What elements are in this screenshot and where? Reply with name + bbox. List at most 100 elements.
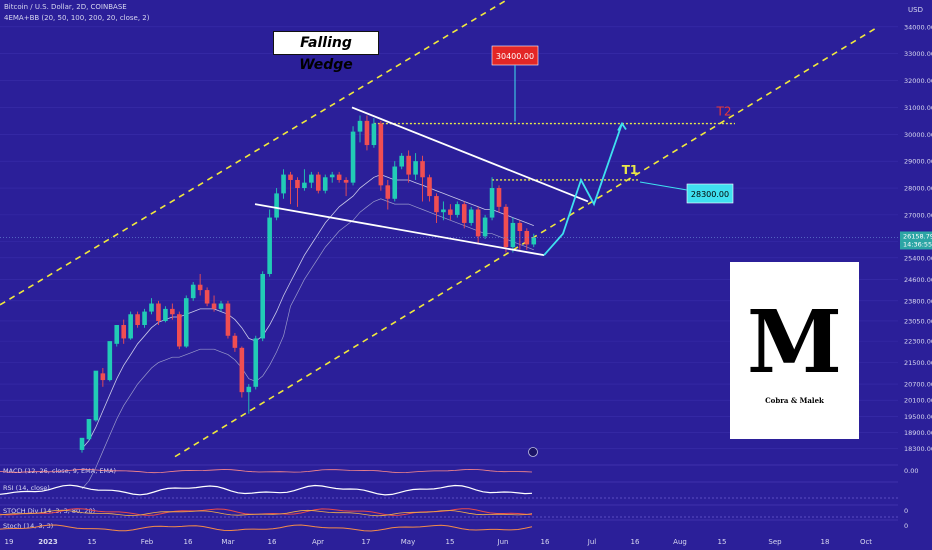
candle-up [489,188,495,218]
candle-up [357,120,363,132]
candle-up [274,193,279,218]
x-tick-label: 16 [184,538,193,546]
pattern-title-box: Falling Wedge [273,31,379,73]
candle-up [399,155,404,167]
candle-up [531,237,537,245]
x-tick-label: May [401,538,415,546]
moving-average-line [81,174,534,449]
candle-down [336,174,342,180]
y-tick-label: 23800.00 [904,297,932,305]
price-tag-t2-label: 30400.00 [496,52,534,61]
logo-monogram: M [746,292,843,393]
candle-down [177,314,182,347]
candle-up [260,273,265,339]
y-tick-label: 34000.00 [904,23,932,31]
candle-up [309,174,314,183]
price-tag-t1-label: 28300.00 [691,190,729,199]
candle-down [406,155,411,175]
channel-upper-line [0,0,509,306]
candle-up [114,325,120,344]
candle-down [378,123,384,186]
candle-down [121,325,126,339]
stoch-div-signal [0,509,533,517]
panel-label-1: RSI (14, close) [3,484,50,492]
candle-down [170,308,175,315]
candle-up [163,308,168,321]
y-tick-label: 32000.00 [904,77,932,85]
target-tag-t1: T1 [622,163,639,177]
candle-up [482,217,488,237]
symbol-header: Bitcoin / U.S. Dollar, 2D, COINBASE [4,3,127,11]
candle-up [183,298,189,347]
candle-up [253,338,259,387]
brand-logo: M Cobra & Malek [730,262,859,439]
x-tick-label: 15 [718,538,727,546]
indicator-header: 4EMA+BB (20, 50, 100, 200, 20, close, 2) [4,14,150,22]
candle-up [93,370,99,421]
panel-axis-label: 0 [904,522,908,530]
target-tag-t2: T2 [716,105,732,119]
y-tick-label: 27000.00 [904,211,932,219]
y-tick-label: 23050.00 [904,317,932,325]
x-tick-label: Mar [221,538,234,546]
last-price-countdown: 14:36:55 [903,240,932,248]
candle-up [468,209,474,223]
y-tick-label: 18900.00 [904,429,932,437]
projection-arrowhead [617,121,627,132]
candle-down [225,303,231,336]
candle-down [295,179,300,189]
candle-down [204,290,210,304]
candle-down [503,206,509,248]
candle-down [427,177,432,197]
candle-down [316,174,321,191]
projection-path [543,123,623,256]
x-tick-label: Oct [860,538,872,546]
candle-down [475,209,481,237]
x-tick-label: 16 [268,538,277,546]
x-tick-label: 15 [446,538,455,546]
candle-down [232,335,238,348]
candle-down [156,303,161,321]
x-tick-label: Aug [673,538,687,546]
candle-down [343,179,349,183]
candle-up [281,174,286,194]
candle-up [190,284,196,299]
currency-label: USD [908,6,923,14]
x-tick-label: Sep [768,538,782,546]
x-tick-label: 16 [541,538,550,546]
logo-caption: Cobra & Malek [765,396,824,405]
panel-label-3: Stoch (14, 3, 3) [3,522,53,530]
last-price-value: 26158.79 [903,232,932,240]
candle-up [86,419,92,440]
candle-up [149,303,154,312]
wedge-lower-line [254,203,545,257]
y-tick-label: 24600.00 [904,276,932,284]
candle-down [524,231,530,245]
candle-up [441,209,446,213]
y-tick-label: 20100.00 [904,397,932,405]
candle-up [128,314,133,339]
moving-average-line-slow [81,198,534,490]
x-tick-label: Apr [312,538,324,546]
candle-up [371,123,377,146]
candle-down [448,209,453,215]
y-tick-label: 33000.00 [904,50,932,58]
wedge-upper-line [351,106,589,203]
y-tick-label: 31000.00 [904,104,932,112]
price-tag-t1-box [686,183,734,204]
y-tick-label: 20700.00 [904,381,932,389]
candle-down [496,188,502,207]
y-tick-label: 21500.00 [904,359,932,367]
x-tick-label: 15 [88,538,97,546]
y-tick-label: 29000.00 [904,158,932,166]
candle-down [364,120,370,146]
panel-axis-label: 0.00 [904,467,918,475]
candle-up [413,161,418,175]
candle-up [246,386,252,393]
stoch-line [0,524,533,532]
y-tick-label: 25400.00 [904,254,932,262]
candle-up [142,311,147,326]
candle-down [434,196,439,213]
candle-up [107,341,113,381]
